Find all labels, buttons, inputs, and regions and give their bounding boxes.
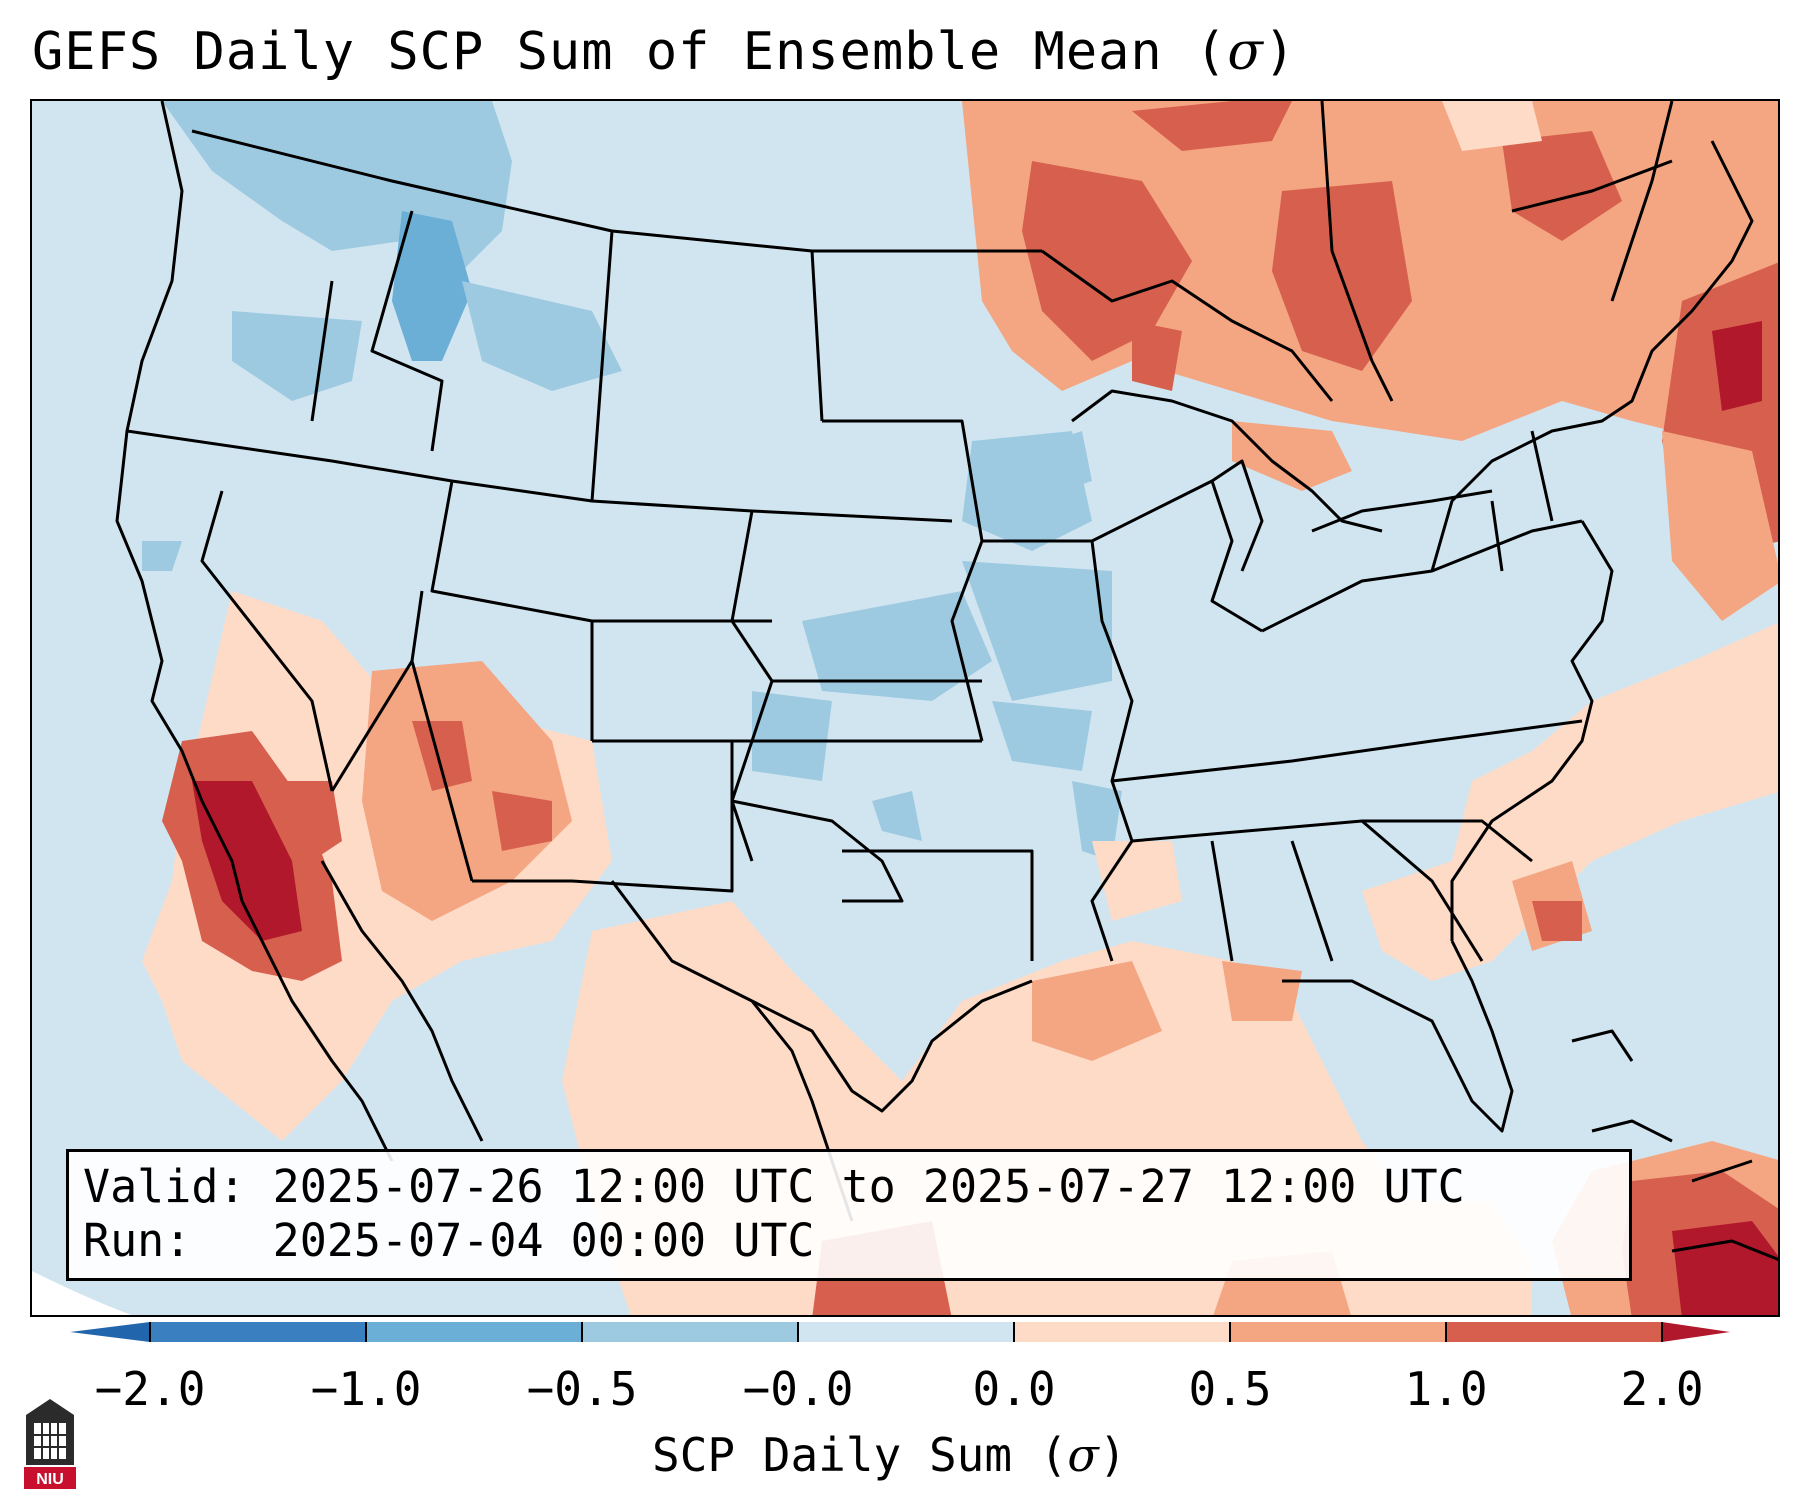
colorbar-tick-label: −0.0 (742, 1362, 854, 1416)
colorbar-tick-label: −0.5 (526, 1362, 638, 1416)
niu-logo-icon: NIU (24, 1399, 76, 1489)
run-value: 2025-07-04 00:00 UTC (272, 1214, 815, 1267)
colorbar-tick-label: 1.0 (1404, 1362, 1488, 1416)
colorbar-segment (1230, 1322, 1446, 1342)
colorbar-tick-label: 2.0 (1620, 1362, 1704, 1416)
valid-label: Valid: (83, 1160, 246, 1213)
colorbar-tick-label: 0.0 (972, 1362, 1056, 1416)
colorbar-segment (150, 1322, 366, 1342)
colorbar-extend-min (70, 1322, 150, 1342)
colorbar-extend-max (1662, 1322, 1730, 1342)
colorbar-tick-label: −2.0 (94, 1362, 206, 1416)
niu-logo-text: NIU (36, 1471, 64, 1488)
negative-anomaly-regions (142, 101, 1122, 861)
scp-map (32, 101, 1778, 1315)
valid-value: 2025-07-26 12:00 UTC to 2025-07-27 12:00… (272, 1160, 1465, 1213)
colorbar-label: SCP Daily Sum (σ) (652, 1428, 1127, 1482)
colorbar-segment (1014, 1322, 1230, 1342)
projection-edge (32, 1271, 132, 1315)
run-label: Run: (83, 1214, 192, 1267)
colorbar-segment (582, 1322, 798, 1342)
colorbar-tick-label: −1.0 (310, 1362, 422, 1416)
state-borders (115, 101, 1778, 1262)
valid-run-info-box: Valid: 2025-07-26 12:00 UTC to 2025-07-2… (66, 1149, 1632, 1281)
map-title: GEFS Daily SCP Sum of Ensemble Mean (σ) (32, 22, 1297, 82)
colorbar-tick-label: 0.5 (1188, 1362, 1272, 1416)
map-panel (30, 99, 1780, 1317)
colorbar-segment (1446, 1322, 1662, 1342)
colorbar-segment (366, 1322, 582, 1342)
colorbar-segment (798, 1322, 1014, 1342)
colorbar (70, 1322, 1730, 1342)
